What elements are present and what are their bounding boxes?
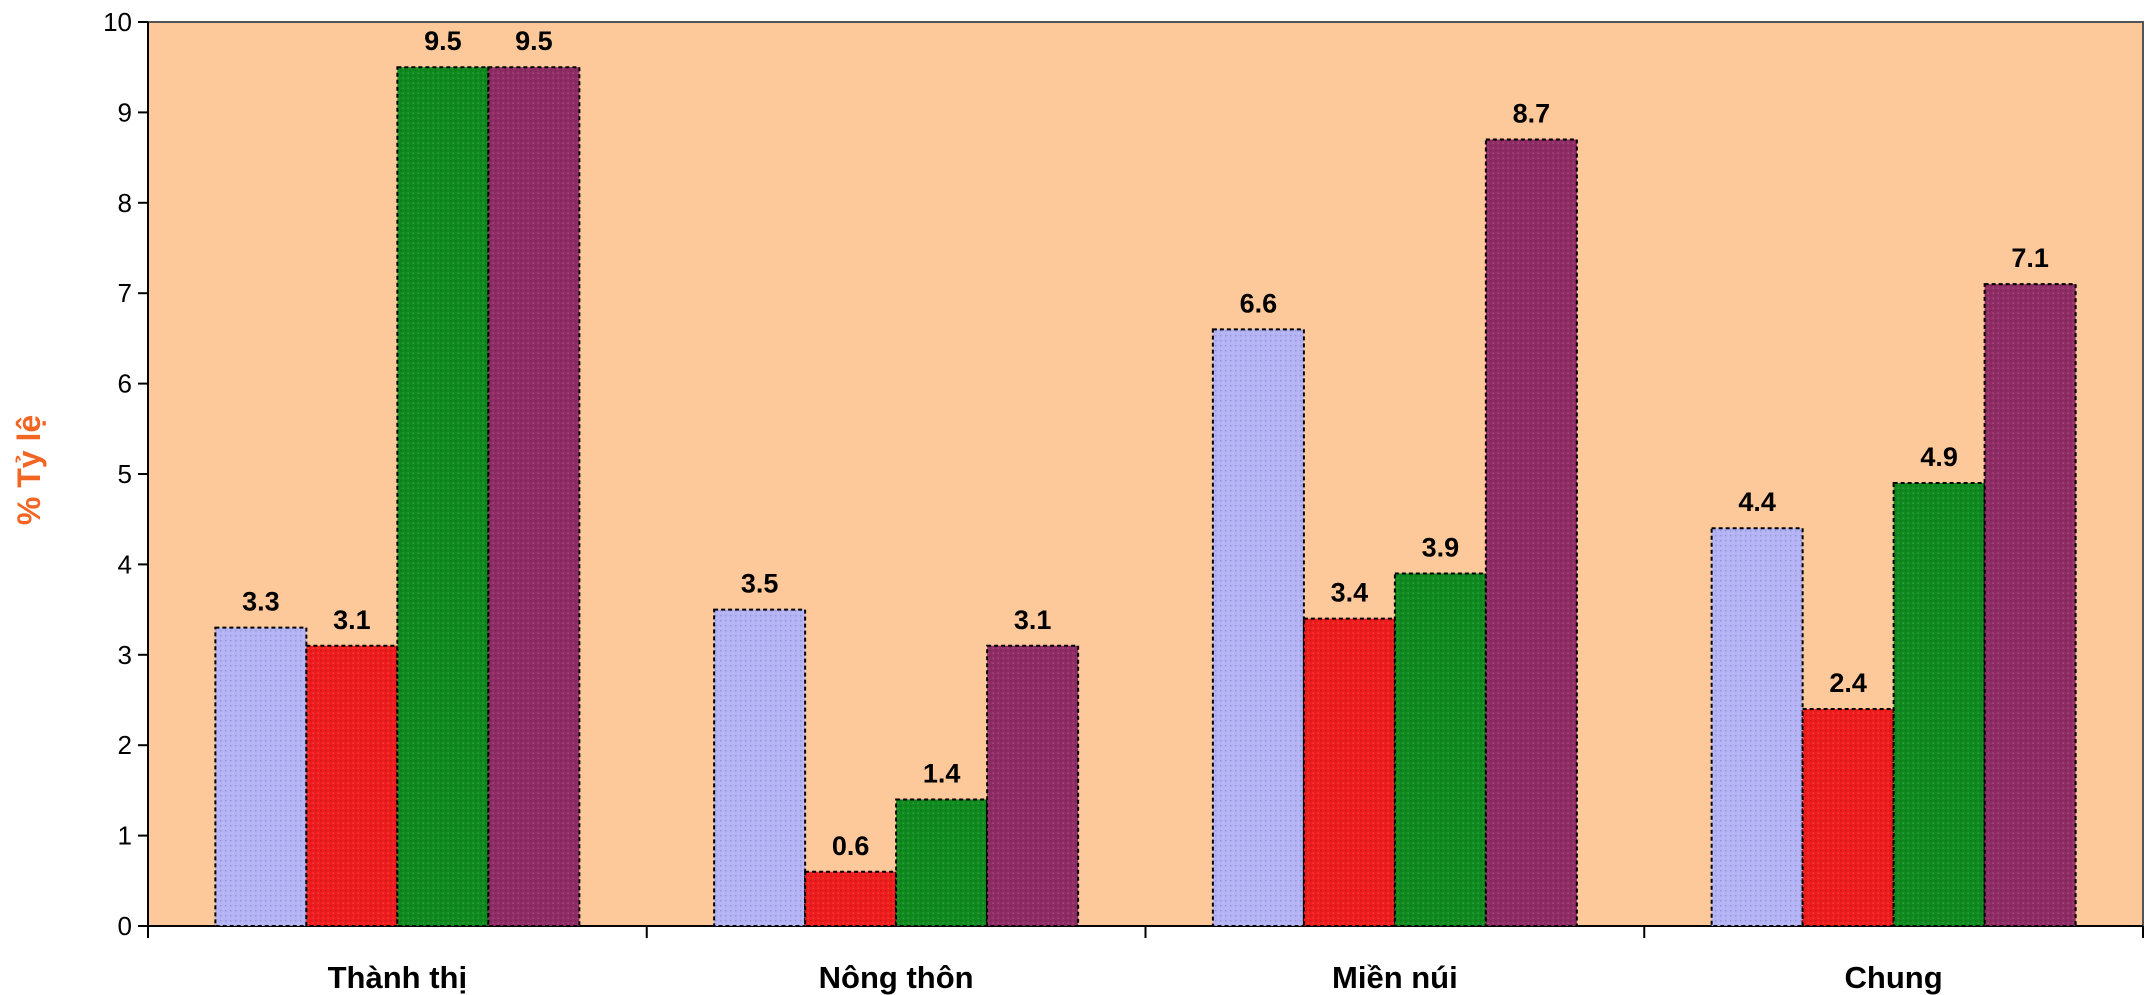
x-category-label: Miền núi: [1332, 960, 1458, 995]
data-label: 3.4: [1331, 578, 1369, 608]
y-tick-label: 10: [103, 7, 132, 37]
x-axis: Thành thị Nông thôn Miền núi Chung: [147, 925, 2144, 995]
data-label: 1.4: [923, 758, 961, 788]
bar-outline: [487, 66, 581, 927]
y-tick-label: 6: [118, 369, 132, 399]
y-tick-label: 7: [118, 278, 132, 308]
data-label: 3.5: [741, 569, 779, 599]
y-tick-label: 1: [118, 821, 132, 851]
x-category-label: Chung: [1845, 960, 1943, 995]
data-labels: 3.3 3.5 6.6 4.4 3.1 0.6 3.4 2.4 9.5 1.4 3.9 4.9 9.5 3…: [242, 26, 2049, 861]
data-label: 4.9: [1920, 442, 1958, 472]
bar-outline: [396, 66, 490, 927]
bar-outline: [1801, 708, 1895, 927]
data-label: 8.7: [1513, 99, 1551, 129]
y-axis-title: % Tỷ lệ: [11, 415, 47, 525]
bar-outline: [713, 608, 807, 927]
y-tick-label: 9: [118, 97, 132, 127]
bar-outline: [214, 626, 308, 927]
y-axis: 0 1 2 3 4 5 6 7 8 9 10: [103, 7, 149, 941]
y-tick-label: 5: [118, 459, 132, 489]
bar-outline: [1710, 527, 1804, 927]
data-label: 3.1: [1014, 605, 1052, 635]
data-label: 0.6: [832, 831, 870, 861]
data-label: 3.1: [333, 605, 371, 635]
bar-outline: [1892, 482, 1986, 927]
data-label: 2.4: [1829, 668, 1867, 698]
data-label: 9.5: [515, 26, 553, 56]
bar-outline: [804, 870, 898, 928]
bar-outline: [1211, 328, 1305, 927]
bar-outline: [1393, 572, 1487, 927]
data-label: 3.3: [242, 587, 280, 617]
y-tick-label: 4: [118, 549, 132, 579]
data-label: 4.4: [1738, 487, 1776, 517]
data-label: 9.5: [424, 26, 462, 56]
bar-outline: [305, 644, 399, 927]
data-label: 7.1: [2011, 243, 2049, 273]
bar-outline: [1484, 138, 1578, 927]
y-tick-label: 0: [118, 911, 132, 941]
data-label: 6.6: [1240, 288, 1278, 318]
data-label: 3.9: [1422, 532, 1460, 562]
bars: [214, 66, 2077, 928]
bar-outline: [1983, 283, 2077, 928]
y-tick-label: 2: [118, 730, 132, 760]
y-tick-label: 3: [118, 640, 132, 670]
bar-outline: [986, 644, 1080, 927]
x-category-label: Thành thị: [328, 960, 467, 995]
bar-outline: [1302, 617, 1396, 927]
bar-outline: [895, 798, 989, 927]
x-category-label: Nông thôn: [819, 960, 974, 995]
y-tick-label: 8: [118, 188, 132, 218]
